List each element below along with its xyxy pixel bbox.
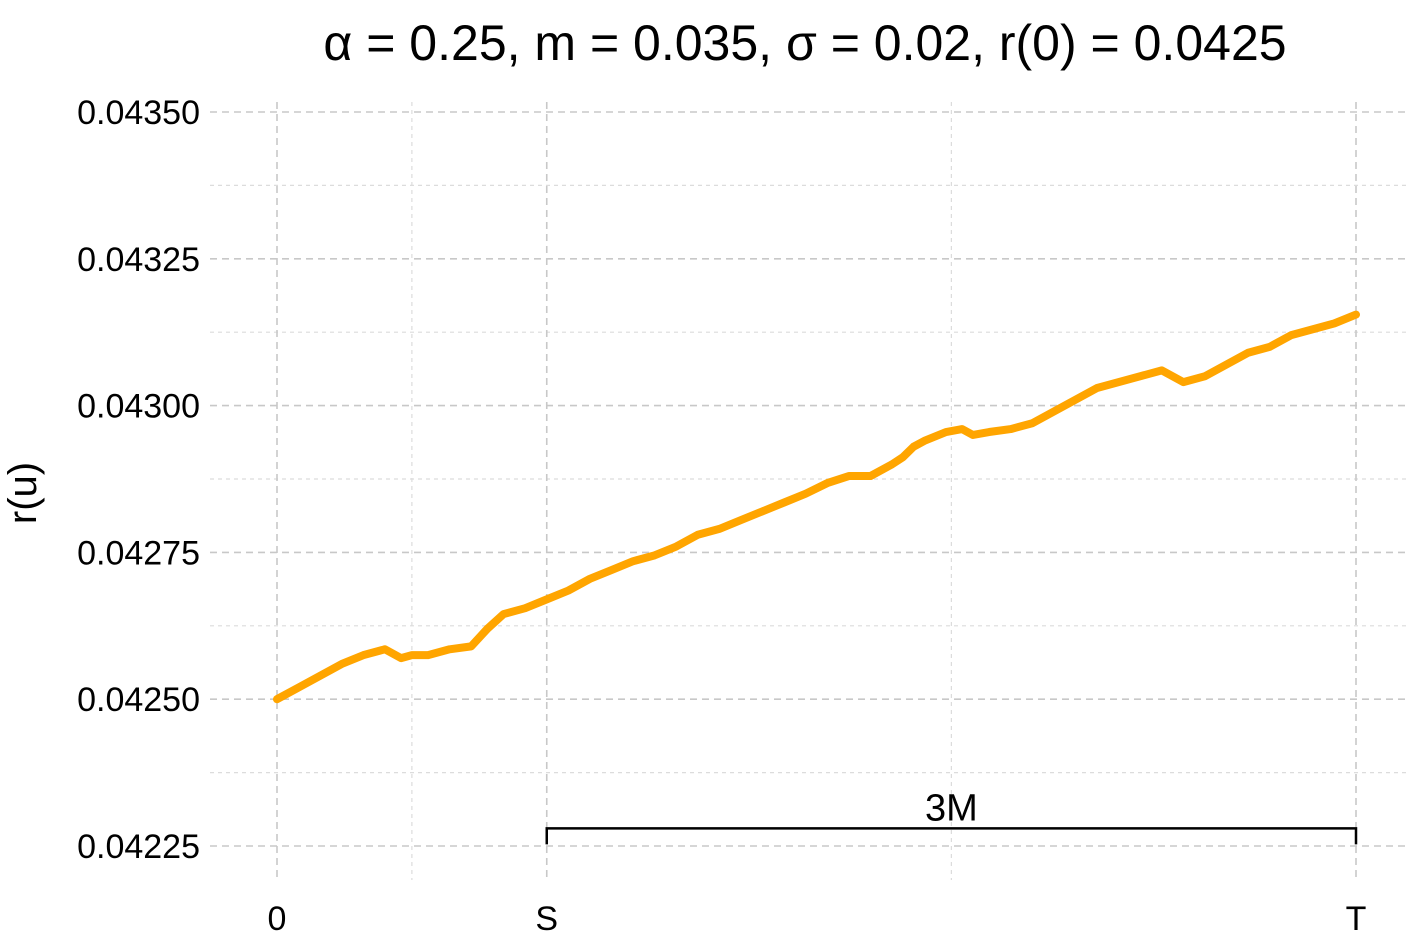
y-tick-label: 0.04300	[77, 388, 200, 426]
y-axis-label: r(u)	[1, 462, 45, 524]
y-tick-label: 0.04250	[77, 681, 200, 719]
x-tick-label: T	[1346, 900, 1367, 938]
y-tick-label: 0.04325	[77, 241, 200, 279]
minor-gridlines	[210, 102, 1410, 880]
annotation-label: 3M	[925, 787, 978, 829]
x-tick-labels: 0 S T	[268, 900, 1367, 938]
annotation-bracket	[545, 827, 1358, 845]
series-line	[273, 310, 1360, 704]
major-gridlines	[210, 102, 1410, 880]
y-tick-label: 0.04225	[77, 828, 200, 866]
y-tick-label: 0.04350	[77, 94, 200, 132]
chart-title: α = 0.25, m = 0.035, σ = 0.02, r(0) = 0.…	[323, 15, 1286, 71]
y-tick-label: 0.04275	[77, 534, 200, 572]
series-layer	[273, 310, 1360, 704]
x-tick-label: 0	[268, 900, 287, 938]
annotations-layer: 3M	[545, 787, 1358, 845]
x-tick-label: S	[535, 900, 558, 938]
y-tick-labels: 0.04225 0.04250 0.04275 0.04300 0.04325 0.043…	[77, 94, 200, 866]
